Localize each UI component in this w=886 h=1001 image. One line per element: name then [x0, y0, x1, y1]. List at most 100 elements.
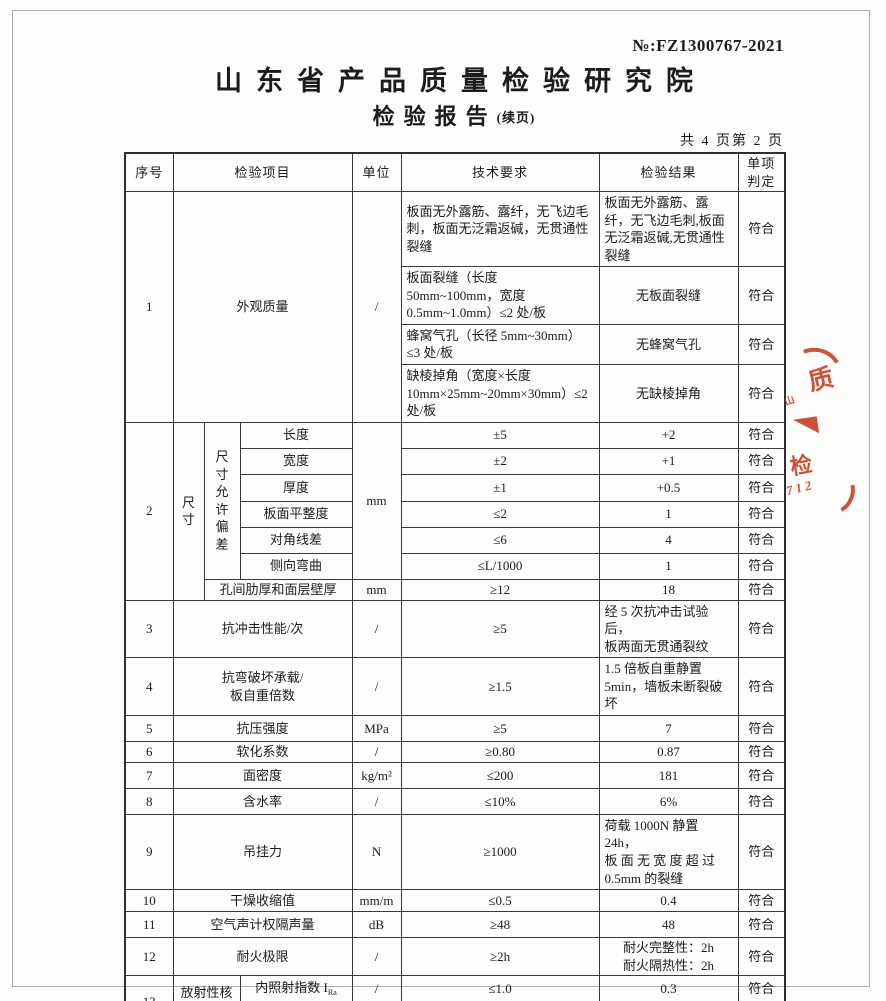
cell-result: 板面无外露筋、露纤，无飞边毛刺,板面无泛霜返碱,无贯通性裂缝	[598, 191, 739, 268]
cell-unit: mm	[351, 578, 402, 601]
cell-judgment: 符合	[737, 714, 786, 742]
page-count: 共 4 页第 2 页	[680, 134, 784, 149]
cell-result: 6%	[598, 787, 739, 815]
table-row: 孔间肋厚和面层壁厚 mm ≥12 18 符合	[125, 578, 786, 601]
cell-judgment: 符合	[737, 889, 786, 913]
cell-seq: 7	[124, 761, 174, 789]
cell-result: 无缺棱掉角	[598, 364, 739, 423]
cell-requirement: ≤6	[400, 526, 600, 554]
cell-unit: MPa	[351, 714, 402, 742]
cell-judgment: 符合	[737, 761, 786, 789]
cell-requirement: ≤10%	[400, 787, 600, 815]
cell-result: 18	[598, 578, 739, 601]
cell-unit: mm/m	[351, 889, 402, 913]
cell-result: 1	[598, 500, 739, 528]
cell-subitem: 板面平整度	[239, 500, 353, 528]
cell-judgment: 符合	[737, 740, 786, 763]
cell-judgment: 符合	[737, 500, 786, 528]
table-row: 4 抗弯破坏承载/ 板自重倍数 / ≥1.5 1.5 倍板自重静置 5min，墙…	[124, 657, 786, 716]
cell-item: 面密度	[172, 761, 353, 789]
cell-unit: N	[351, 813, 402, 891]
cell-unit: /	[351, 787, 402, 815]
cell-subitem: 厚度	[239, 473, 353, 502]
cell-unit: /	[351, 975, 402, 1001]
cell-unit: kg/m²	[351, 761, 402, 789]
table-header-row: 序号 检验项目 单位 技术要求 检验结果 单项 判定	[124, 152, 786, 193]
cell-requirement: ≥1.5	[400, 657, 600, 716]
table-row: 1 外观质量 / 板面无外露筋、露纤，无飞边毛刺，板面无泛霜返碱，无贯通性裂缝 …	[124, 191, 786, 423]
cell-seq: 3	[124, 599, 174, 659]
cell-requirement: ≤1.0	[400, 975, 600, 1001]
subtitle-note: (续页)	[496, 110, 536, 125]
cell-unit: /	[351, 599, 402, 659]
cell-unit: /	[351, 937, 402, 977]
table-row: 3 抗冲击性能/次 / ≥5 经 5 次抗冲击试验后， 板两面无贯通裂纹 符合	[124, 599, 786, 659]
cell-subitem: 内照射指数 IRa	[239, 975, 353, 1001]
cell-subitem: 长度	[239, 421, 353, 449]
cell-item: 外观质量	[172, 191, 353, 423]
table-row: 7 面密度 kg/m² ≤200 181 符合	[124, 761, 786, 789]
cell-seq: 4	[124, 657, 174, 716]
page-title: 山东省产品质量检验研究院	[215, 66, 707, 96]
cell-result: +1	[598, 447, 739, 475]
cell-requirement: 板面无外露筋、露纤，无飞边毛刺，板面无泛霜返碱，无贯通性裂缝	[400, 191, 600, 268]
cell-result: +2	[598, 421, 739, 449]
cell-subitem: 孔间肋厚和面层壁厚	[203, 578, 353, 601]
inspection-table: 序号 检验项目 单位 技术要求 检验结果 单项 判定 1 外观质量 / 板面无外…	[124, 152, 787, 1001]
table-row: 2 尺 寸 尺 寸 允 许 偏 差 长度 mm ±5 +2 符合	[124, 421, 786, 601]
cell-requirement: ≥12	[400, 578, 600, 601]
table-row: 6 软化系数 / ≥0.80 0.87 符合	[124, 740, 786, 763]
cell-result: 荷载 1000N 静置 24h， 板 面 无 宽 度 超 过 0.5mm 的裂缝	[598, 813, 739, 891]
cell-seq: 1	[124, 191, 174, 423]
cell-requirement: 板面裂缝（长度 50mm~100mm，宽度 0.5mm~1.0mm）≤2 处/板	[400, 266, 600, 325]
cell-seq: 8	[124, 787, 174, 815]
table-row: 11 空气声计权隔声量 dB ≥48 48 符合	[124, 911, 786, 939]
cell-requirement: ±1	[400, 473, 600, 502]
cell-result: +0.5	[598, 473, 739, 502]
report-subtitle: 检验报告(续页)	[124, 99, 784, 131]
cell-judgment: 符合	[737, 552, 786, 580]
cell-judgment: 符合	[737, 266, 786, 325]
cell-seq: 6	[124, 740, 174, 763]
cell-judgment: 符合	[737, 787, 786, 815]
cell-item: 抗弯破坏承载/ 板自重倍数	[172, 657, 353, 716]
cell-result: 经 5 次抗冲击试验后， 板两面无贯通裂纹	[598, 599, 739, 659]
table-row: 缺棱掉角（宽度×长度 10mm×25mm~20mm×30mm）≤2 处/板 无缺…	[125, 364, 786, 423]
cell-requirement: ≥0.80	[400, 740, 600, 763]
cell-requirement: 蜂窝气孔（长径 5mm~30mm）≤3 处/板	[400, 323, 600, 366]
cell-item: 耐火极限	[172, 937, 353, 977]
cell-item: 软化系数	[172, 740, 353, 763]
cell-judgment: 符合	[737, 191, 786, 268]
cell-unit: /	[351, 740, 402, 763]
cell-judgment: 符合	[737, 578, 786, 601]
cell-seq: 13	[124, 975, 174, 1001]
cell-judgment: 符合	[737, 975, 786, 1001]
cell-requirement: 缺棱掉角（宽度×长度 10mm×25mm~20mm×30mm）≤2 处/板	[400, 364, 600, 423]
cell-item: 吊挂力	[172, 813, 353, 891]
cell-item: 放射性核 素限量	[172, 975, 241, 1001]
cell-unit: /	[351, 191, 402, 423]
table-row: 宽度 ±2 +1 符合	[125, 447, 786, 475]
cell-judgment: 符合	[737, 421, 786, 449]
cell-result: 1.5 倍板自重静置 5min，墙板未断裂破坏	[598, 657, 739, 716]
cell-result: 无板面裂缝	[598, 266, 739, 325]
table-row: 蜂窝气孔（长径 5mm~30mm）≤3 处/板 无蜂窝气孔 符合	[125, 323, 786, 366]
cell-result: 1	[598, 552, 739, 580]
table-row: 5 抗压强度 MPa ≥5 7 符合	[124, 714, 786, 742]
cell-judgment: 符合	[737, 473, 786, 502]
report-number: №:FZ1300767-2021	[632, 36, 784, 55]
cell-subitem: 对角线差	[239, 526, 353, 554]
cell-requirement: ±5	[400, 421, 600, 449]
cell-seq: 11	[124, 911, 174, 939]
table-row: 对角线差 ≤6 4 符合	[125, 526, 786, 554]
cell-result: 0.87	[598, 740, 739, 763]
cell-result: 无蜂窝气孔	[598, 323, 739, 366]
col-header-requirement: 技术要求	[400, 152, 600, 193]
table-row: 厚度 ±1 +0.5 符合	[125, 473, 786, 502]
cell-judgment: 符合	[737, 937, 786, 977]
cell-result: 4	[598, 526, 739, 554]
cell-item: 空气声计权隔声量	[172, 911, 353, 939]
cell-unit: /	[351, 657, 402, 716]
cell-result: 48	[598, 911, 739, 939]
col-header-no: 序号	[124, 152, 174, 193]
